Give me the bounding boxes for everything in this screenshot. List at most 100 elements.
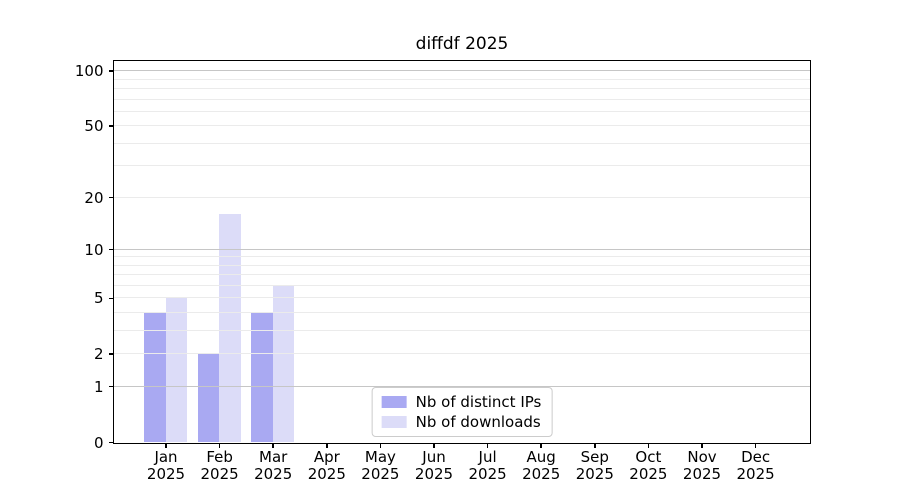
legend-swatch-distinct-ips — [381, 395, 407, 408]
x-tick-year-jul: 2025 — [468, 464, 507, 483]
gridline-y-30 — [114, 165, 810, 167]
x-tick-label-apr: Apr 2025 — [295, 447, 359, 483]
y-tick-label-0: 0 — [93, 433, 104, 452]
x-tick-year-may: 2025 — [361, 464, 400, 483]
x-tick-month-jun: Jun — [422, 447, 446, 466]
x-tick-label-oct: Oct 2025 — [616, 447, 680, 483]
y-tick-label-10: 10 — [84, 240, 104, 259]
gridline-y-100 — [114, 70, 810, 72]
x-tick-label-jul: Jul 2025 — [456, 447, 520, 483]
y-tick-5 — [108, 297, 113, 300]
x-tick-year-apr: 2025 — [307, 464, 346, 483]
x-tick-label-feb: Feb 2025 — [188, 447, 252, 483]
x-tick-month-aug: Aug — [526, 447, 556, 466]
y-tick-label-2: 2 — [93, 345, 104, 364]
x-tick-month-jul: Jul — [478, 447, 497, 466]
y-tick-0 — [108, 441, 113, 444]
x-tick-year-jun: 2025 — [414, 464, 454, 483]
gridline-y-2 — [114, 353, 810, 355]
bar-nb-of-downloads-mar — [272, 285, 295, 442]
x-tick-month-feb: Feb — [206, 447, 233, 466]
grid-layer — [114, 61, 810, 443]
x-tick-label-mar: Mar 2025 — [241, 447, 305, 483]
y-tick-label-5: 5 — [93, 289, 104, 308]
x-tick-month-jan: Jan — [154, 447, 178, 466]
legend-item-distinct-ips: Nb of distinct IPs — [381, 392, 542, 411]
x-tick-mar — [272, 443, 274, 448]
y-tick-20 — [108, 196, 113, 199]
gridline-y-9 — [114, 256, 810, 258]
gridline-y-4 — [114, 312, 810, 314]
plot-area: Nb of distinct IPs Nb of downloads — [113, 60, 811, 444]
gridline-y-5 — [114, 297, 810, 299]
x-tick-month-apr: Apr — [313, 447, 340, 466]
gridline-y-8 — [114, 264, 810, 266]
bar-nb-of-downloads-feb — [219, 214, 241, 442]
x-tick-year-aug: 2025 — [522, 464, 561, 483]
x-tick-month-nov: Nov — [687, 447, 717, 466]
y-tick-label-50: 50 — [84, 117, 104, 136]
x-tick-apr — [326, 443, 328, 448]
x-tick-month-may: May — [364, 447, 396, 466]
legend-label-downloads: Nb of downloads — [415, 412, 541, 431]
x-tick-label-dec: Dec 2025 — [724, 447, 788, 483]
x-tick-oct — [647, 443, 650, 448]
x-tick-month-mar: Mar — [259, 447, 288, 466]
x-tick-label-sep: Sep 2025 — [563, 447, 627, 483]
bar-nb-of-distinct-ips-jan — [144, 312, 166, 442]
legend-swatch-downloads — [381, 415, 407, 428]
gridline-y-90 — [114, 78, 810, 80]
gridline-y-60 — [114, 110, 810, 112]
legend-label-distinct-ips: Nb of distinct IPs — [415, 392, 542, 411]
legend-item-downloads: Nb of downloads — [381, 412, 542, 431]
bar-nb-of-distinct-ips-feb — [197, 353, 220, 442]
legend: Nb of distinct IPs Nb of downloads — [371, 387, 553, 437]
x-tick-month-sep: Sep — [580, 447, 609, 466]
x-tick-month-dec: Dec — [741, 447, 771, 466]
x-tick-label-jun: Jun 2025 — [402, 447, 466, 483]
x-tick-jan — [165, 443, 167, 448]
x-tick-sep — [594, 443, 596, 448]
x-tick-dec — [754, 443, 757, 448]
y-tick-label-100: 100 — [74, 62, 104, 81]
x-tick-feb — [218, 443, 221, 448]
gridline-y-7 — [114, 274, 810, 276]
gridline-y-80 — [114, 87, 810, 89]
bar-nb-of-downloads-jan — [165, 297, 187, 442]
y-tick-10 — [108, 248, 113, 251]
gridline-y-6 — [114, 284, 810, 286]
gridline-y-40 — [114, 142, 810, 144]
x-tick-may — [379, 443, 382, 448]
y-tick-label-20: 20 — [84, 188, 104, 207]
x-tick-aug — [540, 443, 542, 448]
gridline-y-50 — [114, 125, 810, 127]
x-tick-year-jan: 2025 — [146, 464, 186, 483]
x-tick-label-may: May 2025 — [348, 447, 412, 483]
gridline-y-70 — [114, 98, 810, 100]
x-tick-label-jan: Jan 2025 — [134, 447, 198, 483]
x-tick-year-oct: 2025 — [629, 464, 668, 483]
y-tick-1 — [108, 385, 113, 388]
bar-nb-of-distinct-ips-mar — [251, 312, 273, 442]
y-tick-label-1: 1 — [93, 377, 104, 396]
x-tick-year-dec: 2025 — [736, 464, 775, 483]
x-tick-year-sep: 2025 — [575, 464, 614, 483]
chart-title: diffdf 2025 — [415, 34, 509, 54]
bars-layer — [114, 61, 810, 443]
y-tick-2 — [108, 353, 113, 355]
x-tick-jun — [433, 443, 435, 448]
x-tick-year-feb: 2025 — [200, 464, 239, 483]
gridline-y-10 — [114, 248, 810, 250]
x-tick-year-nov: 2025 — [682, 464, 722, 483]
y-tick-100 — [108, 70, 113, 72]
x-tick-nov — [701, 443, 703, 448]
gridline-y-20 — [114, 196, 810, 198]
y-tick-50 — [108, 125, 113, 127]
gridline-y-3 — [114, 329, 810, 331]
x-tick-month-oct: Oct — [635, 447, 662, 466]
x-tick-label-aug: Aug 2025 — [509, 447, 573, 483]
x-tick-year-mar: 2025 — [254, 464, 293, 483]
gridline-y-1 — [114, 385, 810, 387]
x-tick-label-nov: Nov 2025 — [670, 447, 734, 483]
